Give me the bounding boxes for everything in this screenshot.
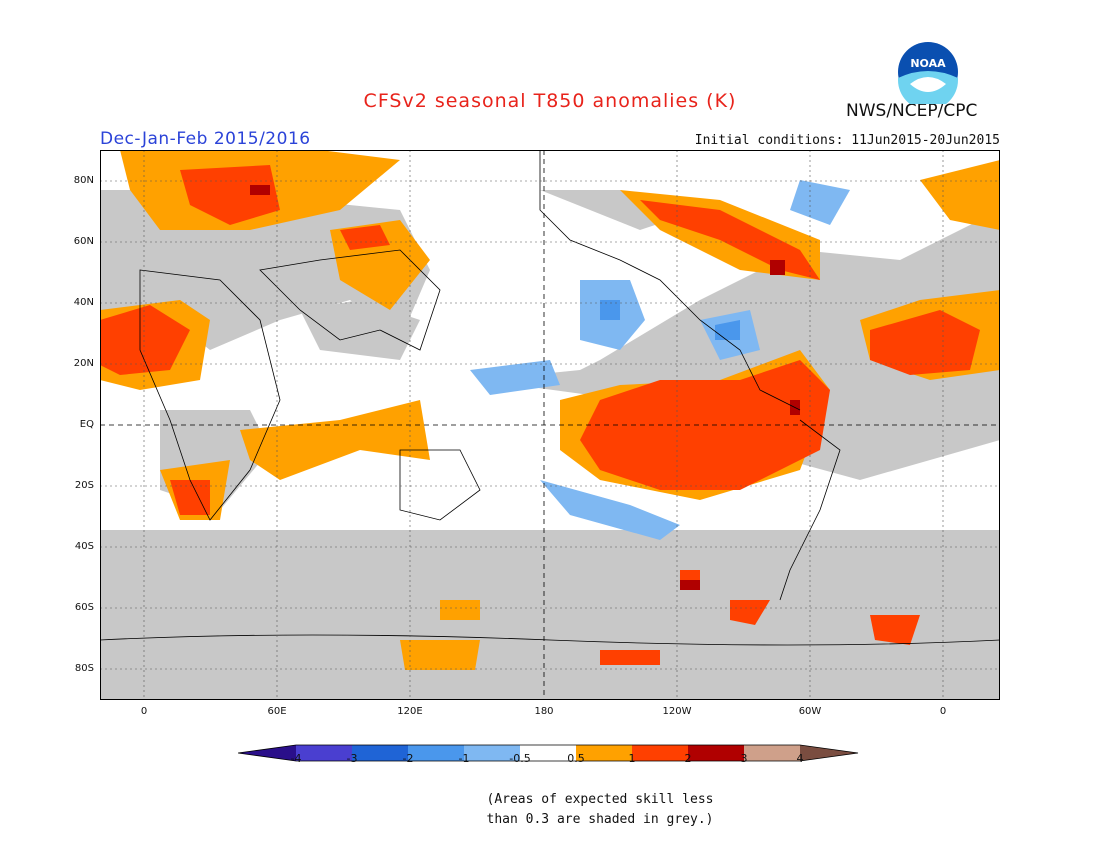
lon-label: 60W (798, 706, 822, 717)
lon-label: 120W (662, 706, 692, 717)
colorbar-swatch (688, 745, 744, 761)
colorbar-swatch (464, 745, 520, 761)
colorbar-label: -1 (458, 752, 470, 765)
lon-label: 60E (267, 706, 287, 717)
lon-label: 0 (939, 706, 947, 717)
colorbar-label: 2 (684, 752, 692, 765)
lon-label: 0 (140, 706, 148, 717)
colorbar-swatch (296, 745, 352, 761)
lat-label: EQ (79, 419, 94, 430)
lon-label: 120E (397, 706, 423, 717)
colorbar-label: 3 (740, 752, 748, 765)
initial-conditions-label: Initial conditions: 11Jun2015-20Jun2015 (694, 133, 1000, 148)
season-label: Dec-Jan-Feb 2015/2016 (100, 129, 311, 149)
colorbar-swatch (744, 745, 800, 761)
noaa-logo: NOAA (898, 42, 958, 104)
colorbar-label: -4 (290, 752, 302, 765)
lat-label: 60S (74, 602, 94, 613)
map-title: CFSv2 seasonal T850 anomalies (K) (363, 90, 737, 112)
colorbar-label: -0.5 (509, 752, 531, 765)
colorbar-swatch (632, 745, 688, 761)
agency-label: NWS/NCEP/CPC (846, 101, 978, 121)
lat-label: 40N (73, 297, 94, 308)
lat-label: 20S (74, 480, 94, 491)
skill-note-line: (Areas of expected skill less (486, 792, 714, 807)
colorbar-swatch (238, 745, 296, 761)
lat-label: 80N (73, 175, 94, 186)
skill-note-line: than 0.3 are shaded in grey.) (486, 812, 714, 827)
lat-label: 40S (74, 541, 94, 552)
colorbar-label: -2 (402, 752, 414, 765)
noaa-logo-text: NOAA (910, 57, 946, 70)
coastlines (100, 150, 1000, 646)
lat-label: 60N (73, 236, 94, 247)
colorbar-swatch (352, 745, 408, 761)
lat-label: 20N (73, 358, 94, 369)
lon-label: 180 (534, 706, 554, 717)
colorbar-swatch (800, 745, 858, 761)
map-frame (100, 150, 1000, 700)
cool-anomaly-blue (600, 300, 740, 340)
colorbar-swatch (576, 745, 632, 761)
colorbar-label: 1 (628, 752, 636, 765)
colorbar-label: 0.5 (567, 752, 585, 765)
map-grid (100, 150, 1000, 700)
anomaly-map (100, 150, 1000, 700)
colorbar-label: -3 (346, 752, 358, 765)
colorbar-swatch (408, 745, 464, 761)
colorbar-label: 4 (796, 752, 804, 765)
colorbar-swatch (520, 745, 576, 761)
skill-note: (Areas of expected skill less than 0.3 a… (470, 790, 730, 830)
lat-label: 80S (74, 663, 94, 674)
colorbar (238, 744, 859, 762)
